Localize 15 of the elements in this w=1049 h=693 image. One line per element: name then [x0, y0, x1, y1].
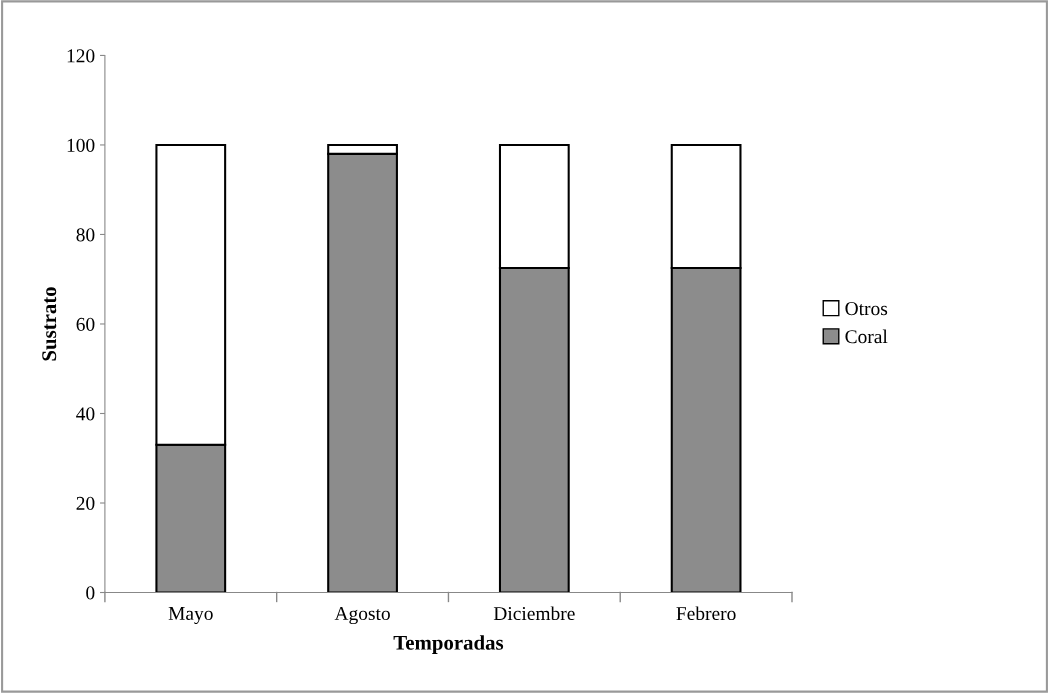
- y-tick-label: 60: [76, 317, 95, 331]
- legend-label: Coral: [845, 329, 888, 344]
- y-tick-label: 40: [76, 407, 95, 421]
- x-tick-label: Agosto: [334, 607, 390, 625]
- y-tick-label: 80: [76, 228, 95, 242]
- x-tick-label: Diciembre: [493, 606, 575, 621]
- y-tick-label: 120: [67, 49, 95, 63]
- y-tick-label: 0: [86, 586, 95, 600]
- y-axis-title: Sustrato: [42, 287, 57, 361]
- x-tick-label: Febrero: [676, 606, 736, 621]
- x-tick-label: Mayo: [168, 607, 213, 625]
- y-tick-label: 20: [76, 496, 95, 510]
- x-axis-title: Temporadas: [393, 635, 504, 655]
- legend-label: Otros: [845, 302, 888, 316]
- y-tick-label: 100: [67, 138, 95, 152]
